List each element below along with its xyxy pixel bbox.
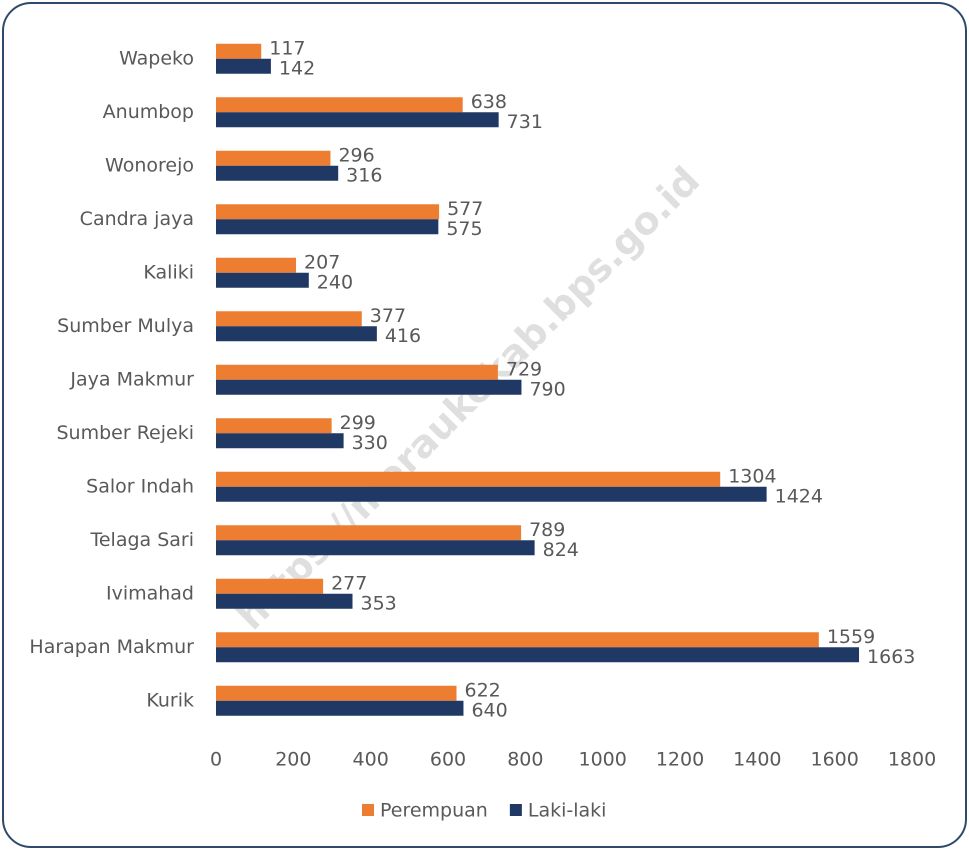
legend-label: Perempuan — [380, 800, 488, 822]
data-label: 330 — [352, 432, 388, 454]
bar — [216, 540, 535, 556]
x-tick-label: 200 — [275, 749, 311, 771]
data-label: 240 — [317, 271, 353, 293]
data-label: 577 — [447, 198, 483, 220]
bar — [216, 471, 721, 487]
legend-label: Laki-laki — [528, 800, 607, 822]
y-tick-label: Telaga Sari — [89, 529, 194, 551]
bar — [216, 311, 362, 327]
bar — [216, 364, 498, 380]
y-tick-label: Anumbop — [103, 101, 194, 123]
bar — [216, 525, 522, 541]
data-label: 142 — [279, 57, 315, 79]
data-label: 824 — [543, 539, 579, 561]
bar — [216, 326, 377, 342]
data-label: 1663 — [867, 646, 915, 668]
bar — [216, 379, 522, 395]
data-label: 729 — [506, 358, 542, 380]
bar — [216, 165, 339, 181]
y-tick-label: Wapeko — [119, 47, 194, 69]
bar — [216, 418, 332, 434]
data-label: 789 — [529, 519, 565, 541]
bar — [216, 97, 463, 113]
y-tick-label: Jaya Makmur — [69, 368, 194, 390]
bar — [216, 578, 324, 594]
data-label: 207 — [304, 251, 340, 273]
data-label: 790 — [529, 378, 565, 400]
x-tick-label: 800 — [507, 749, 543, 771]
x-tick-label: 0 — [210, 749, 222, 771]
x-tick-label: 400 — [353, 749, 389, 771]
bar — [216, 150, 331, 166]
y-tick-label: Kaliki — [143, 261, 194, 283]
bar — [216, 486, 767, 502]
data-label: 640 — [471, 699, 507, 721]
bar — [216, 112, 499, 128]
bar — [216, 43, 262, 59]
data-label: 575 — [446, 218, 482, 240]
bar — [216, 272, 309, 288]
data-label: 316 — [346, 164, 382, 186]
data-label: 277 — [331, 572, 367, 594]
bar — [216, 685, 457, 701]
x-tick-label: 1400 — [733, 749, 781, 771]
bar — [216, 219, 439, 235]
data-label: 622 — [465, 679, 501, 701]
y-tick-label: Kurik — [146, 689, 194, 711]
x-tick-label: 1000 — [578, 749, 626, 771]
x-tick-label: 600 — [430, 749, 466, 771]
data-label: 1559 — [827, 626, 875, 648]
y-tick-label: Salor Indah — [86, 475, 194, 497]
y-tick-label: Sumber Rejeki — [57, 422, 195, 444]
bar — [216, 204, 440, 220]
y-tick-label: Ivimahad — [106, 582, 194, 604]
x-tick-label: 1200 — [656, 749, 704, 771]
bar — [216, 593, 353, 609]
data-label: 416 — [385, 325, 421, 347]
bar — [216, 257, 297, 273]
bar — [216, 433, 344, 449]
data-label: 1304 — [728, 465, 776, 487]
x-tick-label: 1600 — [810, 749, 858, 771]
bar — [216, 58, 271, 74]
y-tick-label: Sumber Mulya — [57, 315, 194, 337]
bar — [216, 632, 819, 648]
data-label: 299 — [340, 412, 376, 434]
data-label: 1424 — [775, 485, 823, 507]
bar — [216, 647, 860, 663]
data-label: 296 — [338, 144, 374, 166]
data-label: 638 — [471, 91, 507, 113]
data-label: 117 — [269, 37, 305, 59]
data-label: 731 — [507, 111, 543, 133]
y-tick-label: Wonorejo — [105, 154, 194, 176]
y-tick-label: Harapan Makmur — [29, 636, 194, 658]
x-tick-label: 1800 — [888, 749, 936, 771]
y-tick-label: Candra jaya — [80, 208, 194, 230]
legend-swatch — [362, 804, 374, 816]
data-label: 353 — [360, 592, 396, 614]
legend-swatch — [509, 804, 522, 816]
data-label: 377 — [370, 305, 406, 327]
bar — [216, 700, 464, 716]
